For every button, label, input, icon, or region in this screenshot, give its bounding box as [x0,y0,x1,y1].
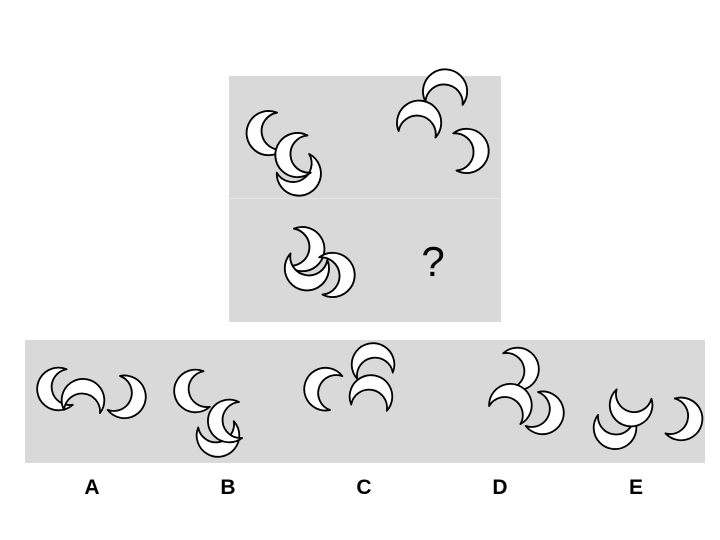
matrix-cell-1-figure [242,96,342,205]
crescent-icon [394,96,446,140]
option-b-figure[interactable] [169,356,275,462]
matrix-cell-3-figure [252,214,358,304]
option-a-figure[interactable] [32,356,153,446]
option-c-figure[interactable] [297,338,410,446]
matrix-cell-2-figure [388,66,492,186]
option-label-d: D [492,476,508,499]
crescent-icon [272,131,313,180]
crescent-icon [604,387,656,433]
option-label-a: A [84,476,100,499]
option-label-e: E [628,476,643,499]
option-d-figure[interactable] [458,343,571,446]
option-e-figure[interactable] [591,356,709,452]
missing-cell-question-mark: ? [421,238,445,285]
crescent-icon [205,397,244,445]
matrix-panel [229,76,501,322]
matrix-divider [229,198,501,199]
option-label-b: B [220,476,236,499]
crescent-icon [347,370,397,413]
option-label-c: C [356,476,372,499]
